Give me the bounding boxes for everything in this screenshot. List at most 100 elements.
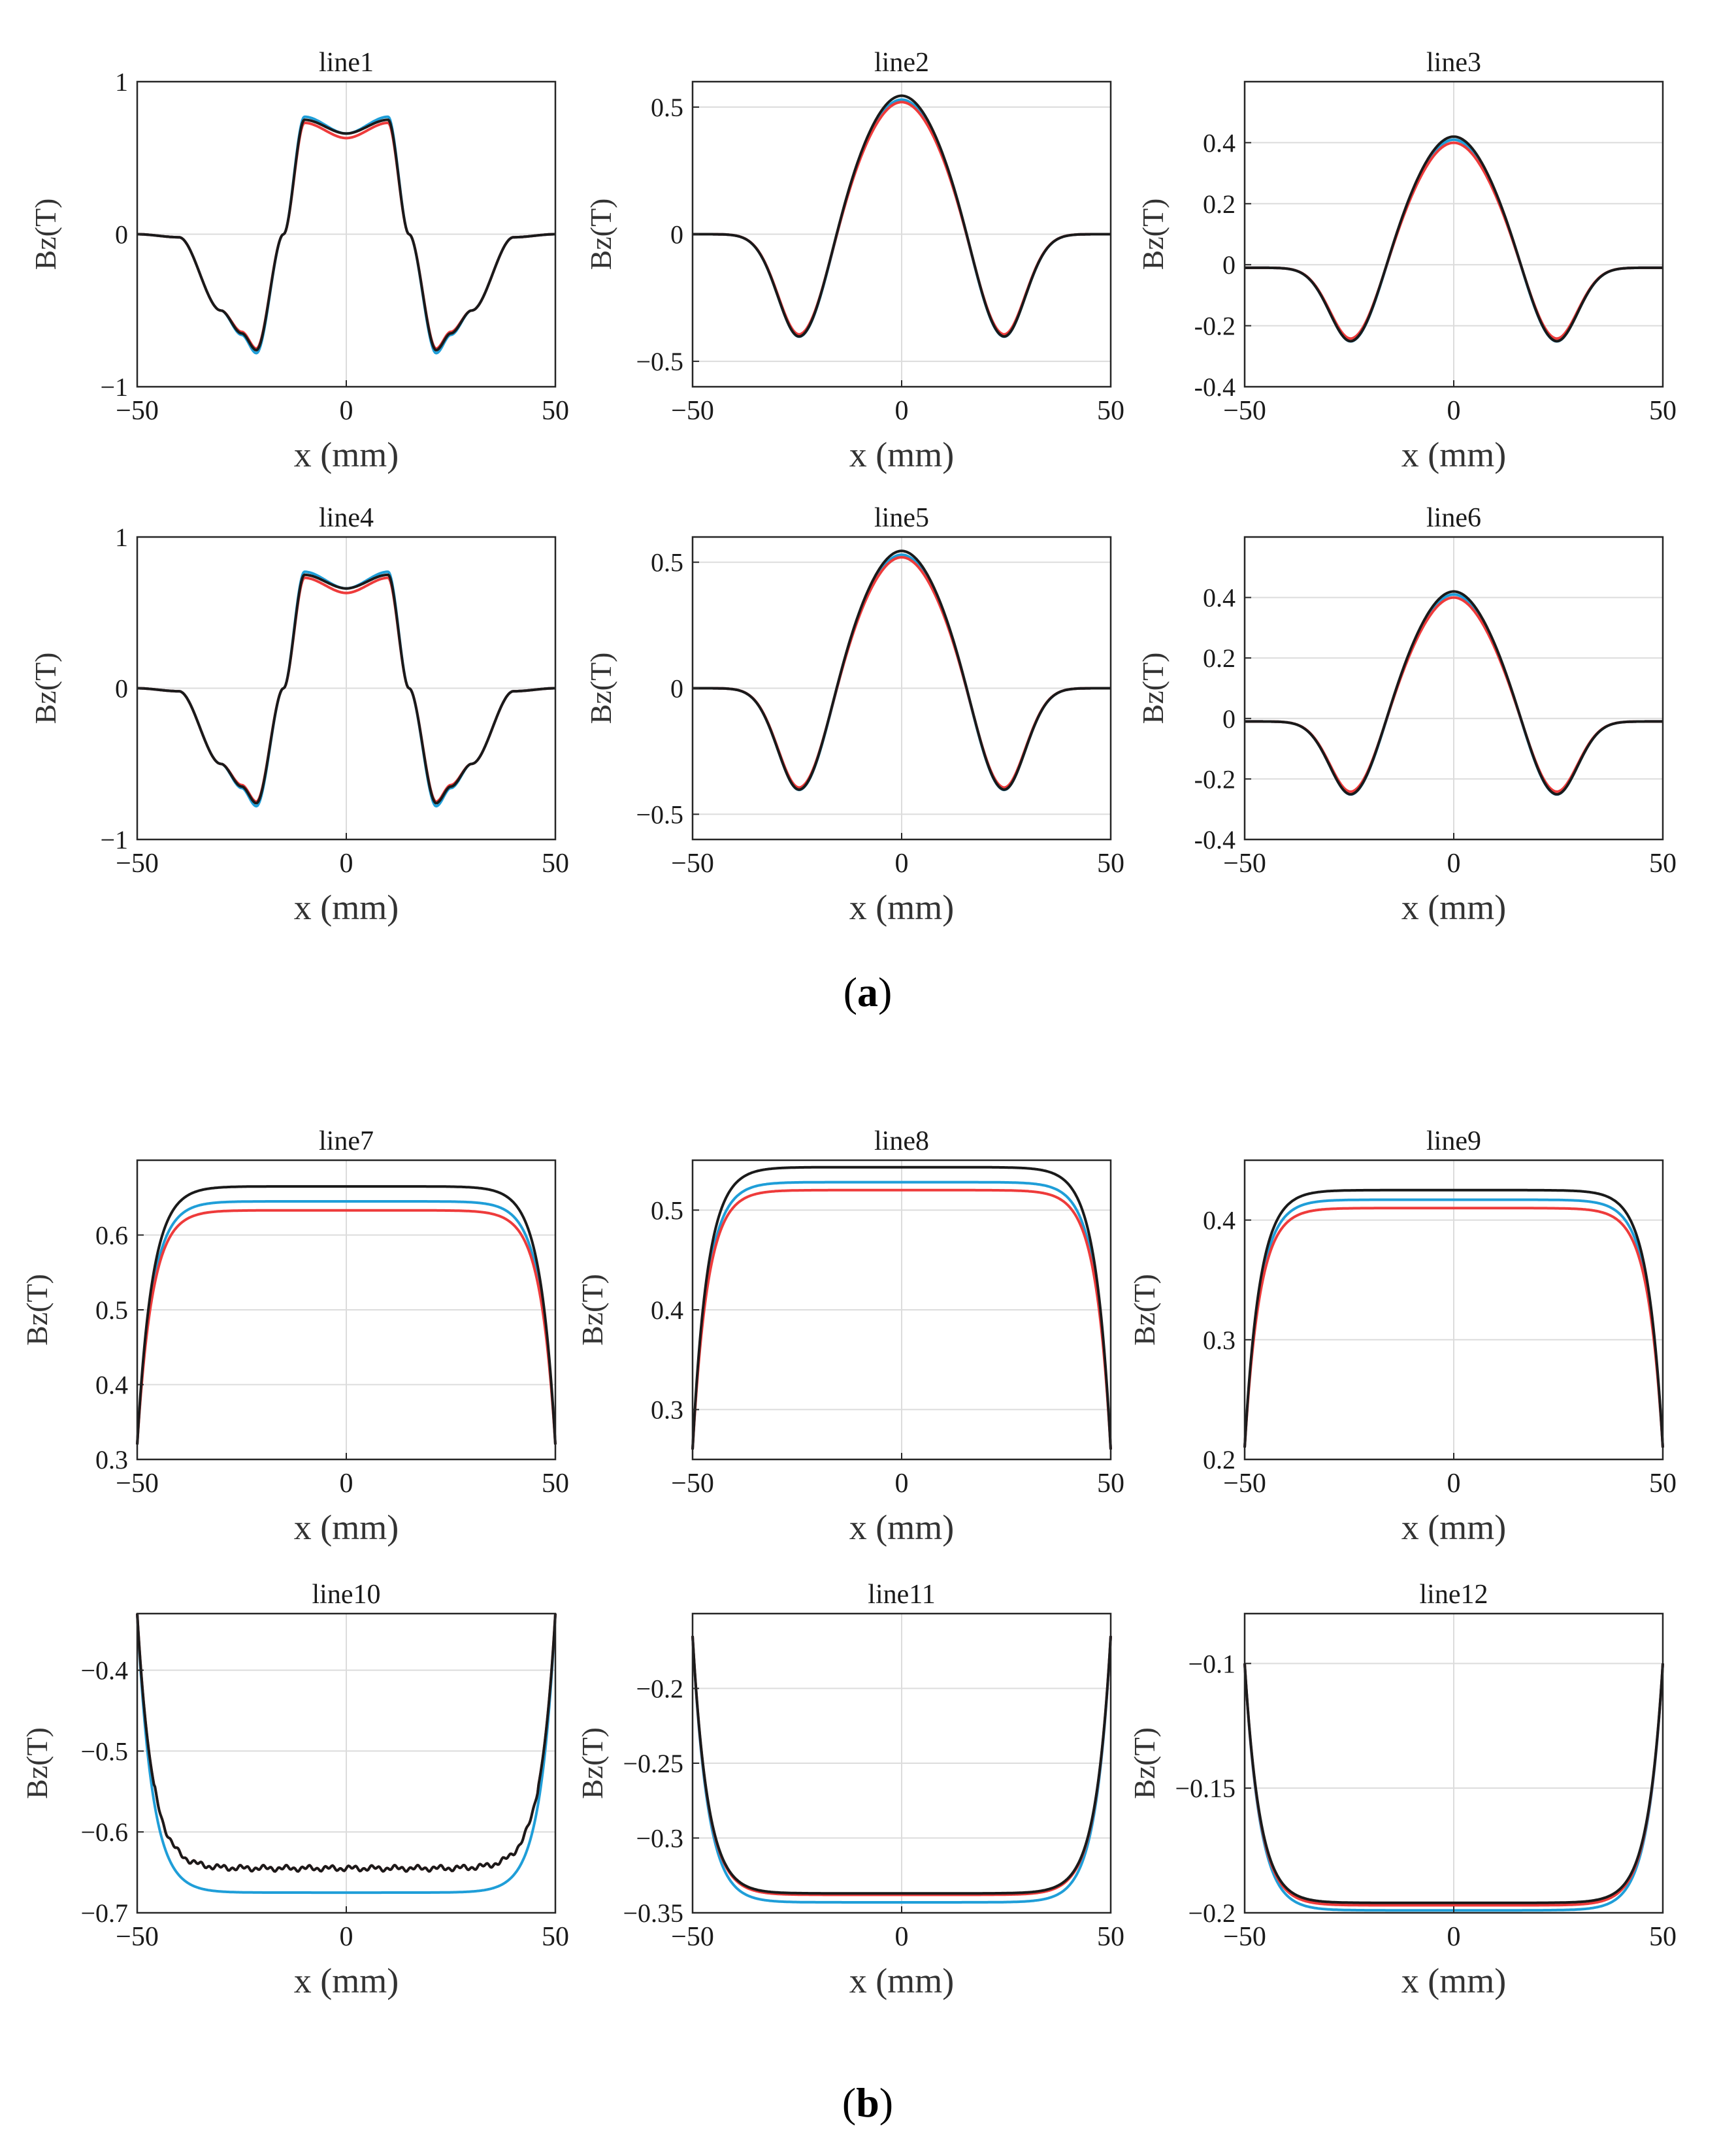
series-line-black: [136, 1613, 557, 1873]
x-axis-label: x (mm): [849, 1961, 954, 2000]
y-tick-label: 0: [670, 674, 683, 704]
y-tick-label: −1: [100, 825, 128, 854]
x-tick-label: 50: [542, 1469, 569, 1499]
y-tick-label: 0.2: [1203, 189, 1236, 219]
y-tick-label: −0.5: [636, 347, 683, 376]
series-line-black: [1244, 590, 1663, 796]
x-tick-label: 0: [1447, 849, 1461, 879]
chart-title: line9: [1426, 1126, 1481, 1156]
series-line-red: [136, 1209, 557, 1445]
y-axis-label: Bz(T): [29, 199, 62, 270]
chart-line3: −50 0 50 -0.4 -0.2 0 0.2 0.4 line3 x (mm) Bz(T): [1136, 48, 1677, 474]
y-tick-label: 0: [115, 220, 128, 250]
y-tick-label: 0.6: [95, 1221, 128, 1250]
y-tick-label: −0.1: [1188, 1649, 1236, 1678]
x-tick-label: 50: [1097, 1469, 1124, 1499]
chart-title: line4: [319, 503, 374, 533]
x-tick-label: 0: [895, 1469, 909, 1499]
series-line-blue: [691, 1636, 1112, 1904]
y-tick-label: 0.3: [651, 1395, 683, 1425]
x-tick-label: 0: [340, 396, 353, 426]
chart-title: line5: [874, 503, 929, 533]
x-tick-label: 0: [1447, 1922, 1461, 1952]
y-tick-label: −0.4: [80, 1656, 128, 1685]
y-axis-label: Bz(T): [576, 1274, 609, 1346]
y-axis-label: Bz(T): [1136, 653, 1170, 724]
x-tick-label: 50: [542, 396, 569, 426]
x-tick-label: 0: [895, 1922, 909, 1952]
y-tick-label: 0.5: [651, 1196, 683, 1225]
y-tick-label: 1: [115, 523, 128, 552]
y-tick-label: −1: [100, 372, 128, 402]
x-axis-label: x (mm): [294, 888, 399, 927]
x-axis-label: x (mm): [294, 435, 399, 474]
series-line-black: [1243, 1188, 1664, 1448]
y-tick-label: −0.3: [636, 1824, 683, 1853]
panel-label-a: (a): [843, 969, 893, 1015]
chart-title: line7: [319, 1126, 374, 1156]
chart-title: line2: [874, 48, 929, 78]
y-tick-label: −0.2: [636, 1674, 683, 1704]
y-tick-label: −0.5: [80, 1736, 128, 1766]
y-tick-label: 0.5: [651, 548, 683, 577]
x-axis-label: x (mm): [1401, 1508, 1506, 1547]
series-line-red: [691, 1636, 1112, 1896]
y-axis-label: Bz(T): [576, 1727, 609, 1799]
x-axis-label: x (mm): [294, 1508, 399, 1547]
series-line-black: [1243, 1663, 1664, 1904]
x-axis-label: x (mm): [1401, 888, 1506, 927]
x-tick-label: −50: [671, 849, 714, 879]
x-tick-label: 50: [542, 1922, 569, 1952]
y-tick-label: 0.4: [1203, 1206, 1236, 1235]
y-tick-label: 0.2: [1203, 643, 1236, 673]
y-tick-label: −0.7: [80, 1898, 128, 1928]
y-axis-label: Bz(T): [1136, 199, 1170, 270]
x-axis-label: x (mm): [1401, 435, 1506, 474]
x-tick-label: −50: [116, 396, 159, 426]
x-axis-label: x (mm): [294, 1961, 399, 2000]
x-tick-label: 0: [340, 1922, 353, 1952]
chart-line12: −50 0 50 −0.2 −0.15 −0.1 line12 x (mm) Bz(T): [1128, 1580, 1677, 2000]
y-tick-label: −0.2: [1188, 1898, 1236, 1928]
y-tick-label: 0.2: [1203, 1445, 1236, 1474]
series-line-blue: [136, 1200, 557, 1445]
x-axis-label: x (mm): [1401, 1961, 1506, 2000]
chart-title: line11: [868, 1580, 935, 1610]
x-axis-label: x (mm): [849, 435, 954, 474]
y-tick-label: 0.5: [651, 93, 683, 122]
series-line-black: [1244, 135, 1663, 343]
x-tick-label: −50: [116, 849, 159, 879]
chart-line2: −50 0 50 −0.5 0 0.5 line2 x (mm) Bz(T): [584, 48, 1124, 474]
y-tick-label: −0.5: [636, 800, 683, 829]
x-tick-label: 50: [1649, 849, 1677, 879]
chart-line1: −50 0 50 −1 0 1 line1 x (mm) Bz(T): [29, 48, 569, 474]
series-line-black: [691, 1636, 1112, 1895]
chart-title: line6: [1426, 503, 1481, 533]
x-tick-label: −50: [1223, 1922, 1266, 1952]
series-line-black: [137, 573, 556, 805]
x-axis-label: x (mm): [849, 888, 954, 927]
y-axis-label: Bz(T): [20, 1727, 54, 1799]
y-tick-label: 0.3: [95, 1445, 128, 1474]
y-axis-label: Bz(T): [20, 1274, 54, 1346]
x-tick-label: 0: [1447, 396, 1461, 426]
y-axis-label: Bz(T): [1128, 1727, 1161, 1799]
y-axis-label: Bz(T): [584, 199, 617, 270]
series-line-black: [136, 1185, 557, 1445]
x-tick-label: −50: [116, 1469, 159, 1499]
series-line-black: [137, 118, 556, 351]
y-tick-label: -0.2: [1194, 312, 1236, 341]
x-tick-label: 0: [340, 849, 353, 879]
y-axis-label: Bz(T): [1128, 1274, 1161, 1346]
chart-line7: −50 0 50 0.3 0.4 0.5 0.6 line7 x (mm) Bz(T): [20, 1126, 569, 1547]
series-line-red: [1243, 1663, 1664, 1907]
chart-title: line10: [312, 1580, 381, 1610]
x-tick-label: 0: [340, 1469, 353, 1499]
y-tick-label: −0.25: [623, 1749, 683, 1778]
chart-line4: −50 0 50 −1 0 1 line4 x (mm) Bz(T): [29, 503, 569, 927]
y-tick-label: 0.3: [1203, 1326, 1236, 1355]
x-tick-label: 50: [1097, 396, 1124, 426]
y-axis-label: Bz(T): [584, 653, 617, 724]
series-line-blue: [691, 1180, 1112, 1450]
